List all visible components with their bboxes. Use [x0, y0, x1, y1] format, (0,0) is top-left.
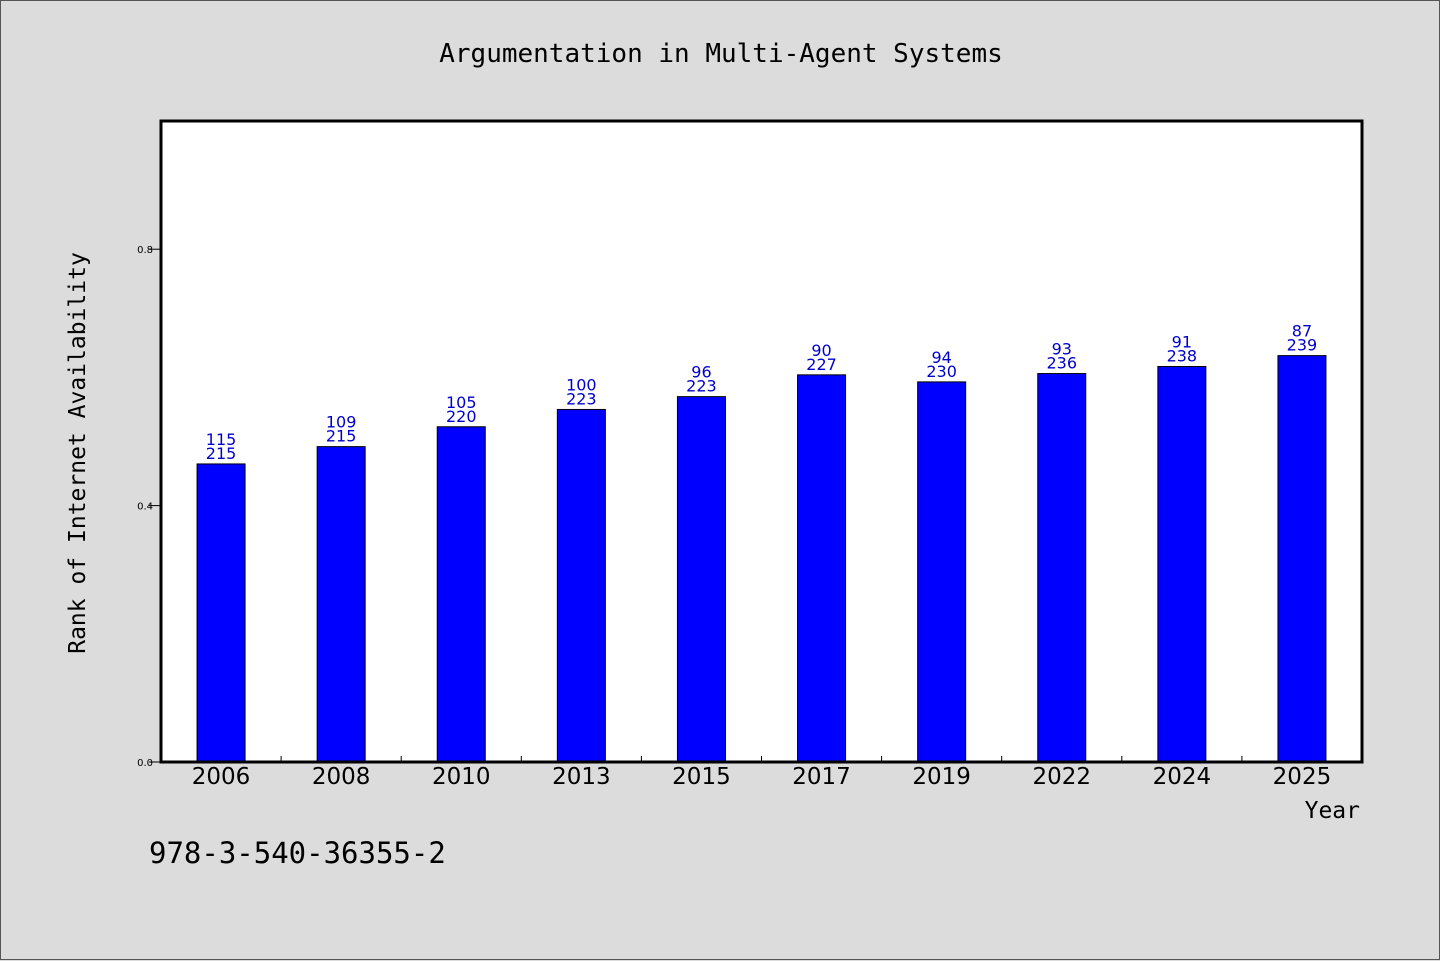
x-axis-label: Year: [1305, 798, 1360, 824]
x-tick-label: 2010: [432, 764, 491, 790]
x-tick-label: 2025: [1273, 764, 1332, 790]
bar-label-top: 91: [1172, 333, 1192, 352]
bar-label-bottom: 239: [1287, 336, 1318, 355]
x-tick-label: 2024: [1153, 764, 1212, 790]
ticks-layer: 2006 2008 2010 2013 2015 2017 2019 2022 2024 2025…: [137, 245, 1331, 790]
bar: [196, 463, 246, 763]
x-tick-label: 2015: [672, 764, 731, 790]
bar: [1157, 366, 1207, 763]
bar-label-top: 115: [206, 430, 237, 449]
bar: [556, 408, 606, 763]
bar: [917, 381, 967, 763]
x-tick-label: 2008: [312, 764, 371, 790]
bar-label-top: 100: [566, 375, 597, 394]
chart-title: Argumentation in Multi-Agent Systems: [439, 39, 1003, 69]
bar: [436, 426, 486, 763]
bar-label-bottom: 223: [686, 377, 717, 396]
y-tick-label: 0.8: [137, 245, 153, 256]
bar-label-bottom: 238: [1167, 347, 1198, 366]
x-tick-label: 2017: [792, 764, 851, 790]
bar: [797, 374, 847, 763]
bar-label-bottom: 215: [206, 444, 237, 463]
bar-label-bottom: 220: [446, 407, 477, 426]
bar-label-top: 90: [811, 341, 831, 360]
bar-label-top: 94: [931, 348, 951, 367]
x-tick-label: 2019: [912, 764, 971, 790]
bar-label-top: 109: [326, 413, 357, 432]
y-tick-label: 0.0: [137, 758, 153, 769]
bar-label-top: 87: [1292, 322, 1312, 341]
bar: [1277, 355, 1327, 763]
x-tick-label: 2006: [192, 764, 251, 790]
bar-label-top: 93: [1052, 340, 1072, 359]
bar-label-bottom: 236: [1046, 354, 1077, 373]
bar-label-top: 96: [691, 363, 711, 382]
bar: [1037, 373, 1087, 763]
bar-label-bottom: 215: [326, 427, 357, 446]
footnote-text: 978-3-540-36355-2: [149, 836, 446, 870]
x-tick-label: 2022: [1032, 764, 1091, 790]
bar: [676, 396, 726, 763]
bar-label-bottom: 227: [806, 355, 837, 374]
y-tick-label: 0.4: [137, 502, 153, 513]
bar: [316, 446, 366, 763]
y-axis-label: Rank of Internet Availability: [65, 252, 91, 654]
bars-layer: [196, 355, 1327, 763]
bar-label-top: 105: [446, 393, 477, 412]
x-tick-label: 2013: [552, 764, 611, 790]
bar-label-bottom: 223: [566, 389, 597, 408]
bar-label-bottom: 230: [926, 362, 957, 381]
